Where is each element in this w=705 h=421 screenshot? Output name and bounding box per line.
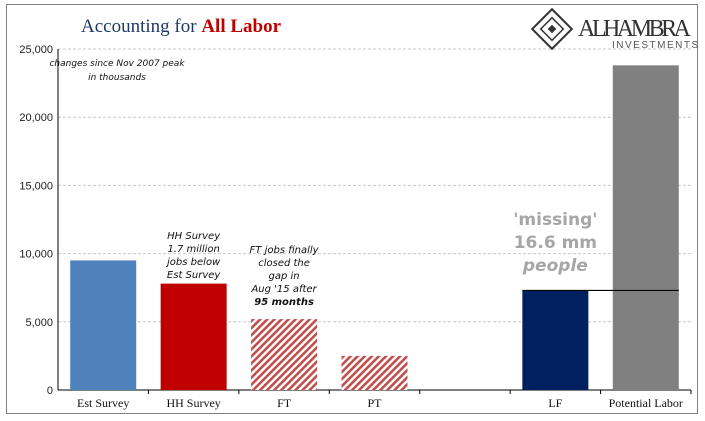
missing-annotation: 'missing' — [513, 210, 597, 230]
bar-est-survey — [70, 260, 137, 390]
ft-annotation: Aug '15 after — [250, 284, 317, 295]
labels-layer: 0 5,000 10,000 15,000 20,000 25,000 Est Survey… — [19, 7, 699, 410]
bar-ft — [251, 319, 318, 390]
missing-annotation: 16.6 mm — [514, 233, 597, 253]
hh-annotation: HH Survey — [167, 231, 221, 242]
logo-name: ALHAMBRA — [578, 16, 692, 42]
ft-annotation: FT jobs finally — [250, 245, 320, 256]
x-category-label: LF — [548, 396, 562, 410]
bars-layer — [70, 65, 679, 391]
hh-annotation: jobs below — [165, 257, 221, 268]
subtitle-note: in thousands — [88, 73, 146, 83]
x-category-label: HH Survey — [166, 396, 220, 410]
logo-center-icon — [547, 24, 557, 34]
chart-svg: 0 5,000 10,000 15,000 20,000 25,000 Est Survey… — [19, 7, 699, 410]
missing-annotation: people — [522, 256, 588, 276]
x-category-label: FT — [277, 396, 292, 410]
chart-frame: 0 5,000 10,000 15,000 20,000 25,000 Est Survey… — [6, 4, 698, 414]
y-tick-label: 5,000 — [25, 317, 53, 329]
hh-annotation: 1.7 million — [167, 244, 219, 255]
bar-hh-survey — [160, 283, 227, 390]
bar-lf — [522, 290, 589, 390]
y-tick-label: 20,000 — [19, 112, 53, 124]
logo-sub: INVESTMENTS — [612, 40, 699, 51]
ft-annotation: gap in — [269, 271, 300, 282]
y-tick-label: 25,000 — [19, 44, 53, 56]
hh-annotation: Est Survey — [167, 270, 221, 281]
y-tick-label: 15,000 — [19, 180, 53, 192]
x-category-label: PT — [367, 396, 382, 410]
y-tick-label: 0 — [47, 385, 53, 397]
logo-diamond-icon — [530, 7, 574, 51]
bar-pt — [341, 355, 408, 390]
chart-title: Accounting for All Labor — [81, 16, 282, 37]
logo-inner-diamond-icon — [539, 16, 565, 42]
y-tick-label: 10,000 — [19, 249, 53, 261]
ft-annotation: closed the — [258, 258, 310, 269]
x-category-label: Est Survey — [77, 396, 129, 410]
subtitle-note: changes since Nov 2007 peak — [49, 59, 185, 69]
ft-annotation-bold: 95 months — [254, 297, 314, 308]
bar-potential-labor — [612, 65, 679, 391]
x-category-label: Potential Labor — [609, 396, 683, 410]
